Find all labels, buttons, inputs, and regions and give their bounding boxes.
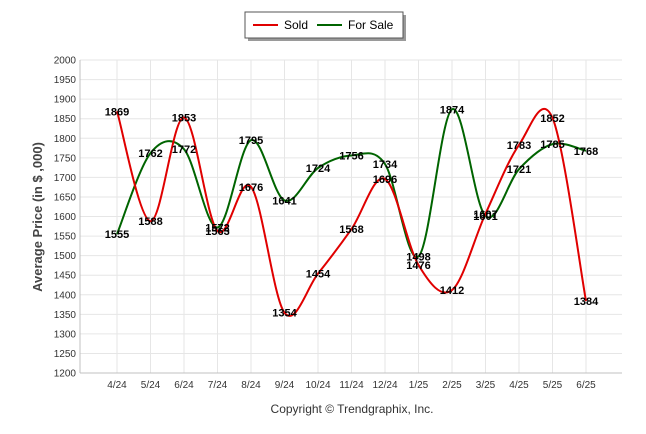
data-label-sold: 1454 [306, 269, 331, 281]
data-label-sold: 1354 [272, 308, 297, 320]
series-line-for-sale [116, 108, 587, 258]
data-label-for-sale: 1762 [138, 148, 162, 160]
data-label-for-sale: 1756 [339, 150, 363, 162]
data-label-sold: 1783 [507, 140, 531, 152]
data-labels: 1869 1588 1853 1563 1676 1354 1454 1568 1696 1476… [105, 104, 599, 319]
data-label-for-sale: 1795 [239, 135, 263, 147]
x-tick-label: 8/24 [241, 380, 261, 391]
x-tick-label: 9/24 [275, 380, 295, 391]
x-tick-label: 5/24 [141, 380, 161, 391]
series-layer [116, 108, 587, 317]
data-label-sold: 1568 [339, 224, 363, 236]
data-label-for-sale: 1572 [205, 222, 229, 234]
y-tick-label: 1850 [54, 114, 77, 125]
x-tick-label: 5/25 [543, 380, 563, 391]
data-label-sold: 1384 [574, 296, 599, 308]
x-tick-label: 10/24 [305, 380, 330, 391]
legend: Sold For Sale [244, 11, 406, 41]
data-label-sold: 1607 [473, 209, 497, 221]
x-tick-label: 6/24 [174, 380, 194, 391]
y-tick-label: 1600 [54, 212, 77, 223]
y-tick-label: 1650 [54, 192, 77, 203]
legend-label-for-sale: For Sale [348, 18, 394, 32]
data-label-for-sale: 1498 [406, 251, 430, 263]
y-tick-label: 1300 [54, 329, 77, 340]
data-label-for-sale: 1555 [105, 229, 129, 241]
x-tick-label: 12/24 [372, 380, 397, 391]
data-label-for-sale: 1874 [440, 104, 465, 116]
x-tick-label: 4/24 [107, 380, 127, 391]
y-tick-label: 1200 [54, 369, 77, 380]
data-label-for-sale: 1785 [540, 139, 564, 151]
x-tick-label: 2/25 [442, 380, 462, 391]
x-tick-label: 7/24 [208, 380, 228, 391]
x-tick-label: 4/25 [509, 380, 529, 391]
data-label-sold: 1676 [239, 182, 263, 194]
y-axis-title: Average Price (in $ ,000) [30, 142, 45, 292]
data-label-sold: 1853 [172, 113, 196, 125]
data-label-for-sale: 1768 [574, 146, 598, 158]
data-label-for-sale: 1772 [172, 144, 196, 156]
data-label-sold: 1412 [440, 285, 464, 297]
x-tick-label: 1/25 [409, 380, 429, 391]
data-label-for-sale: 1734 [373, 159, 398, 171]
legend-label-sold: Sold [284, 18, 308, 32]
y-tick-label: 1950 [54, 75, 77, 86]
series-line-sold [116, 108, 587, 317]
data-label-sold: 1696 [373, 174, 397, 186]
data-label-sold: 1852 [540, 113, 564, 125]
copyright-footer: Copyright © Trendgraphix, Inc. [271, 402, 434, 416]
y-tick-label: 2000 [54, 56, 77, 67]
data-label-for-sale: 1601 [473, 211, 497, 223]
data-label-sold: 1563 [205, 226, 229, 238]
data-label-for-sale: 1641 [272, 195, 296, 207]
data-label-for-sale: 1721 [507, 164, 531, 176]
x-tick-label: 3/25 [476, 380, 496, 391]
data-label-sold: 1476 [406, 260, 430, 272]
y-tick-label: 1400 [54, 290, 77, 301]
y-tick-label: 1900 [54, 95, 77, 106]
y-tick-label: 1250 [54, 349, 77, 360]
data-label-sold: 1588 [138, 216, 162, 228]
y-tick-label: 1700 [54, 173, 77, 184]
axes: 1200 1250 1300 1350 1400 1450 1500 1550 1600 1650… [54, 56, 622, 391]
y-tick-label: 1550 [54, 232, 77, 243]
x-tick-label: 6/25 [576, 380, 596, 391]
y-tick-label: 1450 [54, 271, 77, 282]
y-tick-label: 1350 [54, 310, 77, 321]
y-tick-label: 1500 [54, 251, 77, 262]
data-label-sold: 1869 [105, 106, 129, 118]
x-tick-label: 11/24 [339, 380, 364, 391]
data-label-for-sale: 1724 [306, 163, 331, 175]
y-tick-label: 1750 [54, 153, 77, 164]
y-tick-label: 1800 [54, 134, 77, 145]
